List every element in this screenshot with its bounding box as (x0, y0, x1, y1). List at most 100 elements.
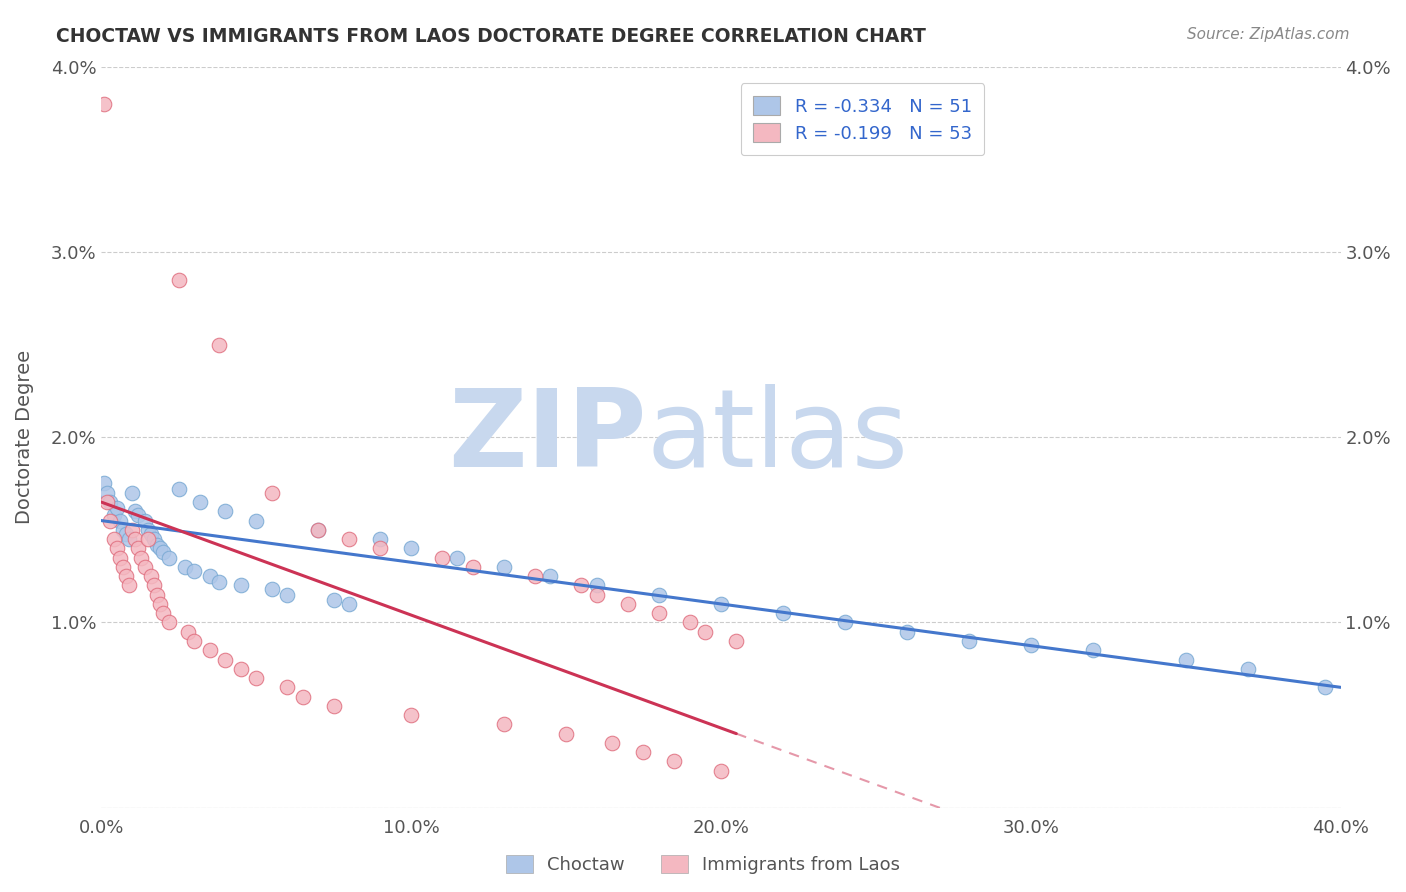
Point (229, 578, 252, 592)
Point (307, 523, 329, 537)
Point (142, 578, 165, 592)
Point (111, 523, 134, 537)
Point (276, 681, 298, 695)
Point (134, 560, 156, 574)
Point (183, 564, 205, 578)
Point (105, 500, 128, 515)
Point (554, 726, 576, 740)
Point (115, 569, 138, 583)
Point (430, 550, 453, 565)
Point (260, 582, 283, 596)
Point (152, 606, 174, 620)
Point (127, 541, 149, 556)
Point (586, 578, 609, 592)
Text: atlas: atlas (647, 384, 908, 491)
Point (103, 532, 125, 546)
Point (108, 514, 131, 528)
Point (710, 764, 733, 778)
Point (648, 606, 671, 620)
Point (149, 597, 172, 611)
Point (105, 541, 128, 556)
Point (152, 545, 174, 559)
Point (896, 624, 918, 639)
Point (167, 482, 190, 496)
Point (134, 514, 156, 528)
Point (725, 634, 748, 648)
Point (586, 588, 609, 602)
Point (1081, 643, 1104, 657)
Point (538, 569, 561, 583)
Point (118, 532, 141, 546)
Point (368, 532, 391, 546)
Point (157, 550, 180, 565)
Point (198, 569, 221, 583)
Point (957, 634, 980, 648)
Point (523, 569, 546, 583)
Point (291, 690, 314, 704)
Point (571, 578, 593, 592)
Point (276, 588, 298, 602)
Point (115, 526, 138, 541)
Point (208, 574, 231, 589)
Point (461, 560, 484, 574)
Point (368, 541, 391, 556)
Point (142, 532, 165, 546)
Legend: R = -0.334   N = 51, R = -0.199   N = 53: R = -0.334 N = 51, R = -0.199 N = 53 (741, 83, 984, 155)
Point (337, 597, 360, 611)
Point (188, 495, 211, 509)
Point (399, 708, 422, 723)
Point (100, 495, 122, 509)
Point (121, 485, 143, 500)
Point (322, 698, 344, 713)
Point (96, 495, 118, 509)
Point (307, 523, 329, 537)
Text: ZIP: ZIP (449, 384, 647, 491)
Point (121, 523, 143, 537)
Point (617, 597, 640, 611)
Point (118, 578, 141, 592)
Point (146, 538, 169, 552)
Text: CHOCTAW VS IMMIGRANTS FROM LAOS DOCTORATE DEGREE CORRELATION CHART: CHOCTAW VS IMMIGRANTS FROM LAOS DOCTORAT… (56, 27, 927, 45)
Point (167, 273, 190, 287)
Point (146, 588, 169, 602)
Point (229, 662, 252, 676)
Point (492, 560, 515, 574)
Point (399, 541, 422, 556)
Point (93, 476, 115, 491)
Point (93, 96, 115, 111)
Point (695, 624, 717, 639)
Point (124, 532, 146, 546)
Point (1313, 681, 1336, 695)
Point (648, 588, 671, 602)
Point (139, 569, 162, 583)
Point (214, 504, 236, 518)
Point (245, 671, 267, 685)
Point (111, 560, 134, 574)
Point (322, 593, 344, 607)
Point (337, 532, 360, 546)
Point (96, 485, 118, 500)
Point (100, 514, 122, 528)
Point (136, 523, 159, 537)
Point (492, 717, 515, 731)
Point (149, 541, 172, 556)
Point (772, 606, 794, 620)
Legend: Choctaw, Immigrants from Laos: Choctaw, Immigrants from Laos (496, 846, 910, 883)
Point (198, 643, 221, 657)
Point (183, 634, 205, 648)
Point (124, 504, 146, 518)
Point (108, 550, 131, 565)
Point (139, 526, 162, 541)
Text: Source: ZipAtlas.com: Source: ZipAtlas.com (1187, 27, 1350, 42)
Point (127, 508, 149, 522)
Point (157, 615, 180, 630)
Point (173, 560, 195, 574)
Point (177, 624, 200, 639)
Point (103, 508, 125, 522)
Point (136, 532, 159, 546)
Point (208, 337, 231, 351)
Point (214, 652, 236, 666)
Point (131, 550, 153, 565)
Point (710, 597, 733, 611)
Point (1019, 638, 1042, 652)
